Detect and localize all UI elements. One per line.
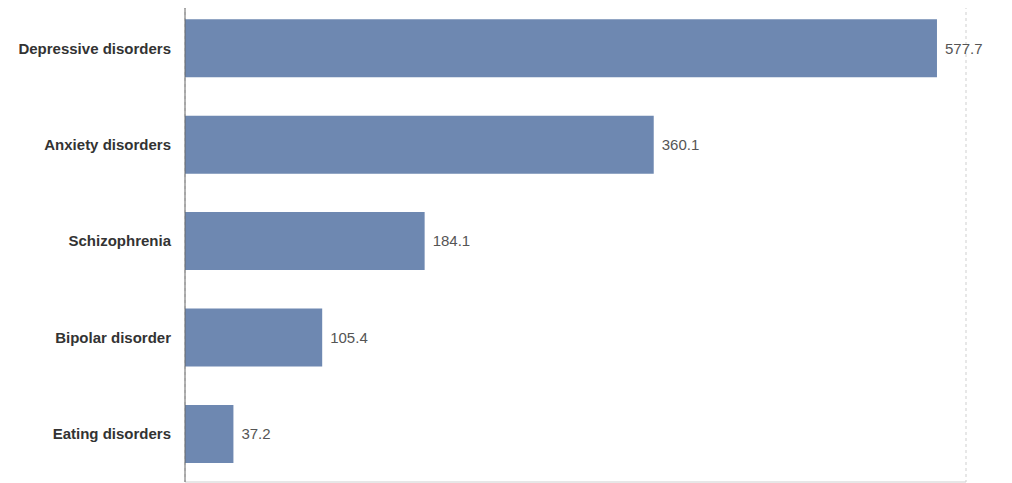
svg-text:184.1: 184.1: [433, 232, 471, 249]
svg-text:Schizophrenia: Schizophrenia: [68, 232, 171, 249]
svg-text:Depressive disorders: Depressive disorders: [18, 40, 171, 57]
svg-text:105.4: 105.4: [330, 329, 368, 346]
svg-text:Bipolar disorder: Bipolar disorder: [55, 329, 171, 346]
svg-text:Eating disorders: Eating disorders: [53, 425, 171, 442]
svg-text:577.7: 577.7: [945, 40, 983, 57]
svg-text:360.1: 360.1: [662, 136, 700, 153]
svg-text:37.2: 37.2: [241, 425, 270, 442]
svg-text:Anxiety disorders: Anxiety disorders: [44, 136, 171, 153]
